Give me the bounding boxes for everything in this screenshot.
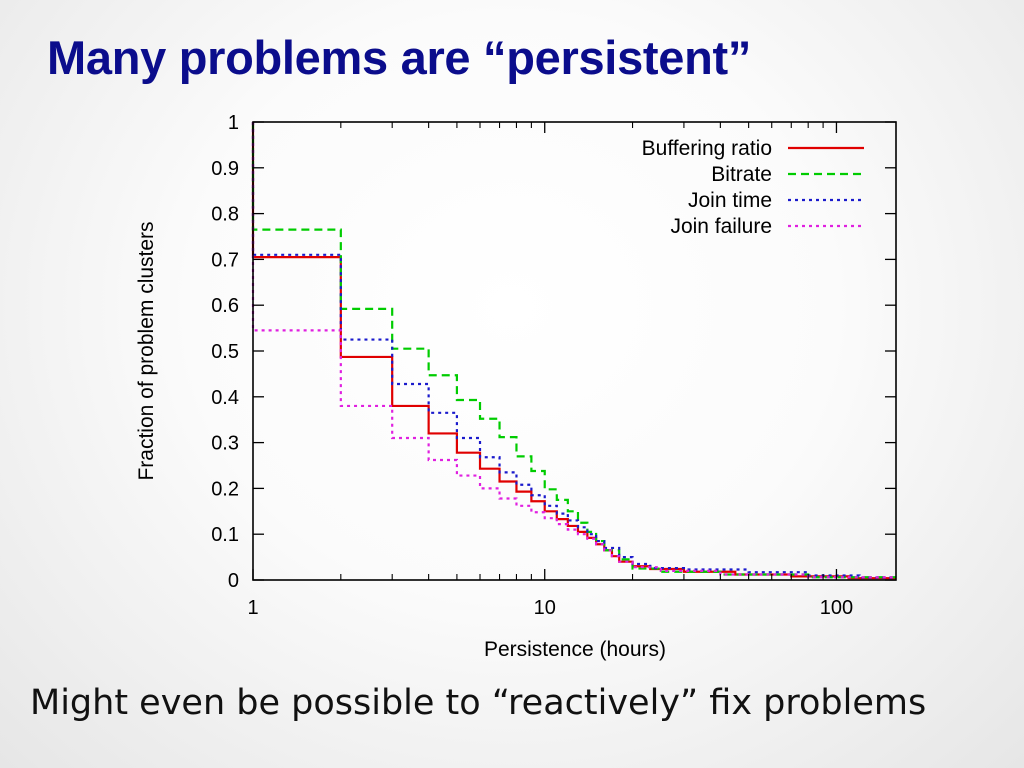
y-tick-label: 0.5 [211,341,239,363]
legend-label: Join failure [670,215,772,238]
slide-title: Many problems are “persistent” [47,31,752,84]
x-tick-label: 1 [247,597,258,619]
y-tick-label: 0 [228,570,239,592]
axes: 0 0.1 0.2 0.3 0.4 0.5 0.6 0.7 0.8 0.9 1 1 10 100 [211,112,897,619]
legend-label: Join time [688,189,772,212]
y-tick-label: 0.8 [211,204,239,226]
legend-label: Bitrate [711,163,772,186]
plot-frame [252,121,897,581]
y-tick-label: 0.3 [211,433,239,455]
y-tick-label: 0.1 [211,524,239,546]
slide-subtitle: Might even be possible to “reactively” f… [30,683,927,723]
series-line-join-time [251,122,896,579]
y-axis-title: Fraction of problem clusters [135,221,158,480]
series-line-bitrate [251,122,896,579]
y-tick-label: 0.2 [211,478,239,500]
series-line-buffering-ratio [251,122,896,580]
y-tick-label: 0.7 [211,249,239,271]
series-line-join-failure [251,122,896,579]
y-tick-label: 0.9 [211,158,239,180]
y-tick-label: 0.6 [211,295,239,317]
y-tick-label: 1 [228,112,239,134]
x-axis-title: Persistence (hours) [484,638,666,661]
plot-area [251,122,896,580]
y-tick-label: 0.4 [211,387,239,409]
x-tick-label: 100 [820,597,853,619]
legend-label: Buffering ratio [642,137,772,160]
legend: Buffering ratio Bitrate Join time Join fail… [642,137,864,238]
x-tick-label: 10 [534,597,556,619]
